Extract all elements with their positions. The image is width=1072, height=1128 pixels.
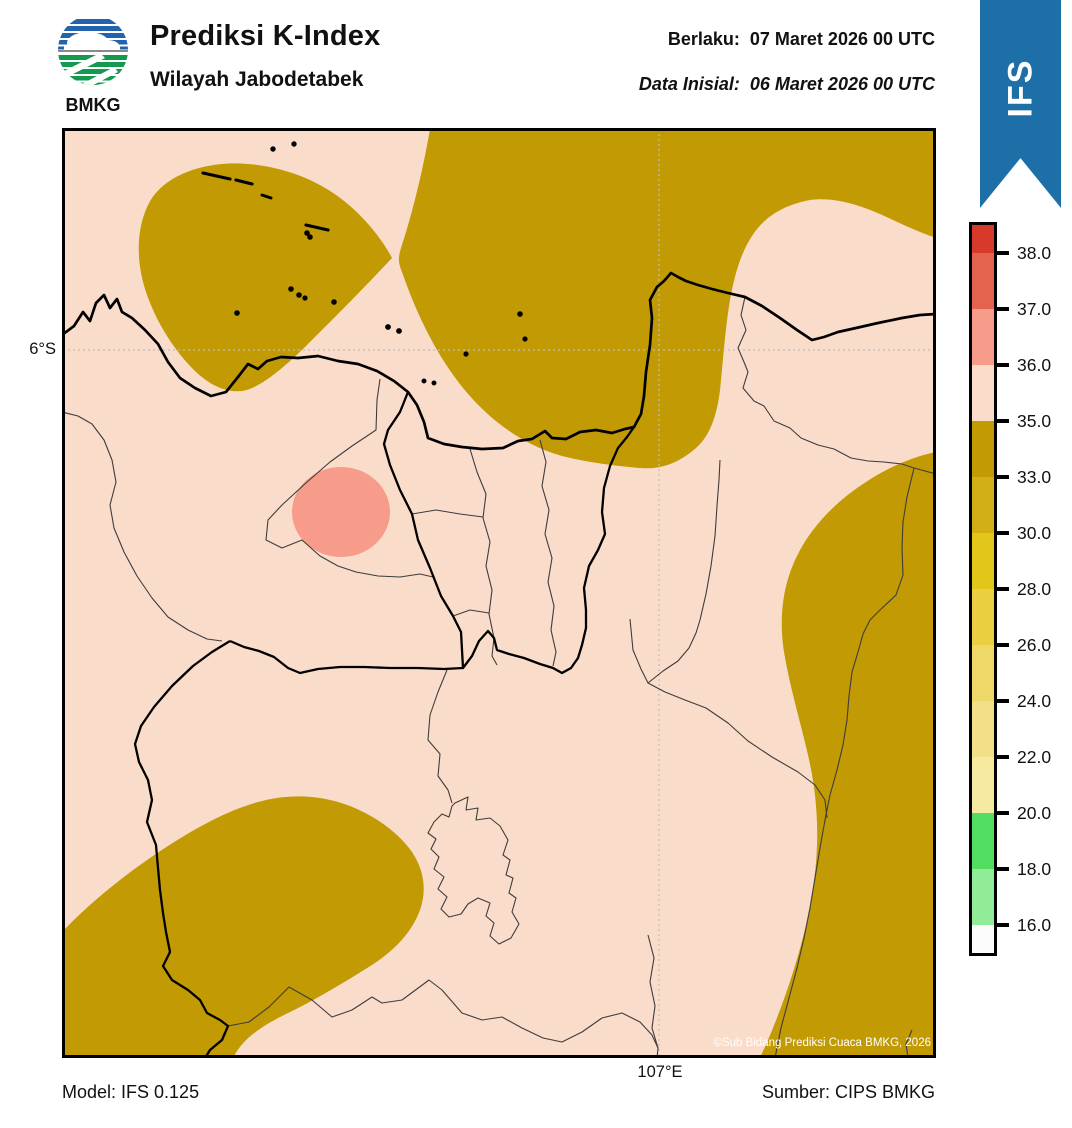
colorbar-segment bbox=[972, 477, 994, 533]
graticule bbox=[63, 129, 934, 1056]
colorbar-segment bbox=[972, 225, 994, 253]
lon-axis-label: 107°E bbox=[637, 1063, 683, 1081]
ifs-ribbon-label: IFS bbox=[1001, 58, 1039, 118]
footer-source-text: Sumber: CIPS BMKG bbox=[761, 1082, 935, 1102]
page-subtitle: Wilayah Jabodetabek bbox=[150, 68, 364, 91]
colorbar-segment bbox=[972, 253, 994, 309]
map-copyright: ©Sub Bidang Prediksi Cuaca BMKG, 2026 bbox=[713, 1037, 931, 1049]
thick-admin-boundaries bbox=[133, 391, 635, 1056]
colorbar-segment bbox=[972, 421, 994, 477]
lat-axis-label: 6°S bbox=[29, 340, 56, 358]
colorbar-segment bbox=[972, 309, 994, 365]
page-title: Prediksi K-Index bbox=[150, 20, 381, 52]
islands bbox=[201, 141, 528, 386]
bmkg-logo-label: BMKG bbox=[66, 95, 121, 114]
kota-bogor-outline bbox=[427, 796, 520, 945]
map-layers bbox=[63, 129, 934, 1056]
map-border bbox=[62, 128, 936, 1058]
colorbar-segment bbox=[972, 533, 994, 589]
colorbar bbox=[969, 222, 997, 956]
footer-model-text: Model: IFS 0.125 bbox=[62, 1082, 200, 1102]
init-time-line: Data Inisial: 06 Maret 2026 00 UTC bbox=[639, 74, 935, 95]
bmkg-logo: BMKG bbox=[52, 10, 134, 115]
colorbar-segment bbox=[972, 925, 994, 953]
colorbar-segments bbox=[972, 225, 994, 953]
valid-time-value: 07 Maret 2026 00 UTC bbox=[749, 29, 935, 49]
bmkg-logo-icon: BMKG bbox=[58, 15, 128, 115]
valid-time-label: Berlaku: bbox=[667, 29, 740, 49]
colorbar-segment bbox=[972, 813, 994, 869]
colorbar-segment bbox=[972, 589, 994, 645]
band-33-35-fills bbox=[63, 129, 934, 1056]
colorbar-segment bbox=[972, 645, 994, 701]
coastline bbox=[63, 271, 934, 451]
colorbar-segment bbox=[972, 365, 994, 421]
colorbar-segment bbox=[972, 701, 994, 757]
thin-admin-boundaries bbox=[63, 296, 934, 1056]
valid-time-line: Berlaku: 07 Maret 2026 00 UTC bbox=[668, 29, 935, 50]
init-time-value: 06 Maret 2026 00 UTC bbox=[749, 74, 935, 94]
colorbar-segment bbox=[972, 869, 994, 925]
init-time-label: Data Inisial: bbox=[638, 74, 740, 94]
band-36-37-fill bbox=[292, 467, 390, 557]
colorbar-segment bbox=[972, 757, 994, 813]
